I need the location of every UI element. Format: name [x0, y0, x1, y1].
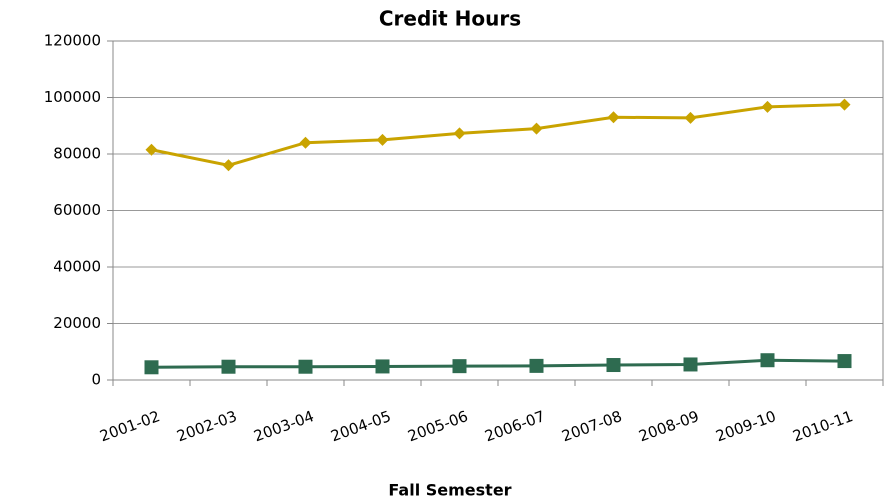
- point-marker: [683, 357, 698, 372]
- point-marker: [684, 111, 697, 124]
- point-marker: [221, 359, 236, 374]
- point-marker: [144, 360, 159, 375]
- y-tick-label: 20000: [53, 314, 101, 332]
- point-marker: [761, 100, 774, 113]
- x-tick-label: 2007-08: [559, 407, 624, 445]
- chart-title: Credit Hours: [379, 7, 521, 31]
- point-marker: [530, 122, 543, 135]
- point-marker: [453, 127, 466, 140]
- x-tick-label: 2010-11: [790, 407, 855, 445]
- point-marker: [607, 111, 620, 124]
- point-marker: [375, 359, 390, 374]
- point-marker: [837, 354, 852, 369]
- y-tick-label: 100000: [44, 88, 101, 106]
- y-tick-label: 60000: [53, 201, 101, 219]
- series-line: [151, 103, 845, 167]
- y-tick-label: 120000: [44, 32, 101, 50]
- point-marker: [838, 98, 851, 111]
- point-marker: [606, 358, 621, 373]
- series-line: [151, 358, 845, 369]
- x-tick-label: 2008-09: [636, 407, 701, 445]
- y-tick-label: 80000: [53, 145, 101, 163]
- x-tick-label: 2006-07: [482, 407, 547, 445]
- y-tick-label: 0: [91, 371, 101, 389]
- y-tick-label: 40000: [53, 258, 101, 276]
- x-tick-label: 2003-04: [251, 407, 316, 445]
- x-tick-label: 2001-02: [97, 407, 162, 445]
- point-marker: [145, 143, 158, 156]
- point-marker: [376, 133, 389, 146]
- point-marker: [760, 353, 775, 368]
- x-axis-label: Fall Semester: [388, 481, 511, 500]
- point-marker: [222, 159, 235, 172]
- x-tick-label: 2002-03: [174, 407, 239, 445]
- point-marker: [452, 359, 467, 374]
- point-marker: [298, 359, 313, 374]
- x-tick-label: 2004-05: [328, 407, 393, 445]
- point-marker: [299, 136, 312, 149]
- x-tick-label: 2005-06: [405, 407, 470, 445]
- x-tick-label: 2009-10: [713, 407, 778, 445]
- point-marker: [529, 358, 544, 373]
